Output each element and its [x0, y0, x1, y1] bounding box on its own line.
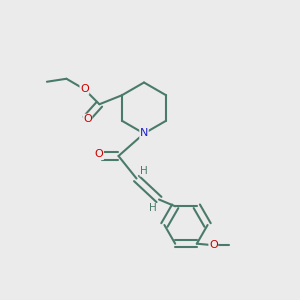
Text: N: N [140, 128, 148, 139]
Text: O: O [209, 240, 218, 250]
Text: O: O [80, 84, 89, 94]
Text: O: O [94, 149, 103, 160]
Text: H: H [149, 203, 157, 214]
Text: H: H [140, 166, 148, 176]
Text: O: O [83, 114, 92, 124]
